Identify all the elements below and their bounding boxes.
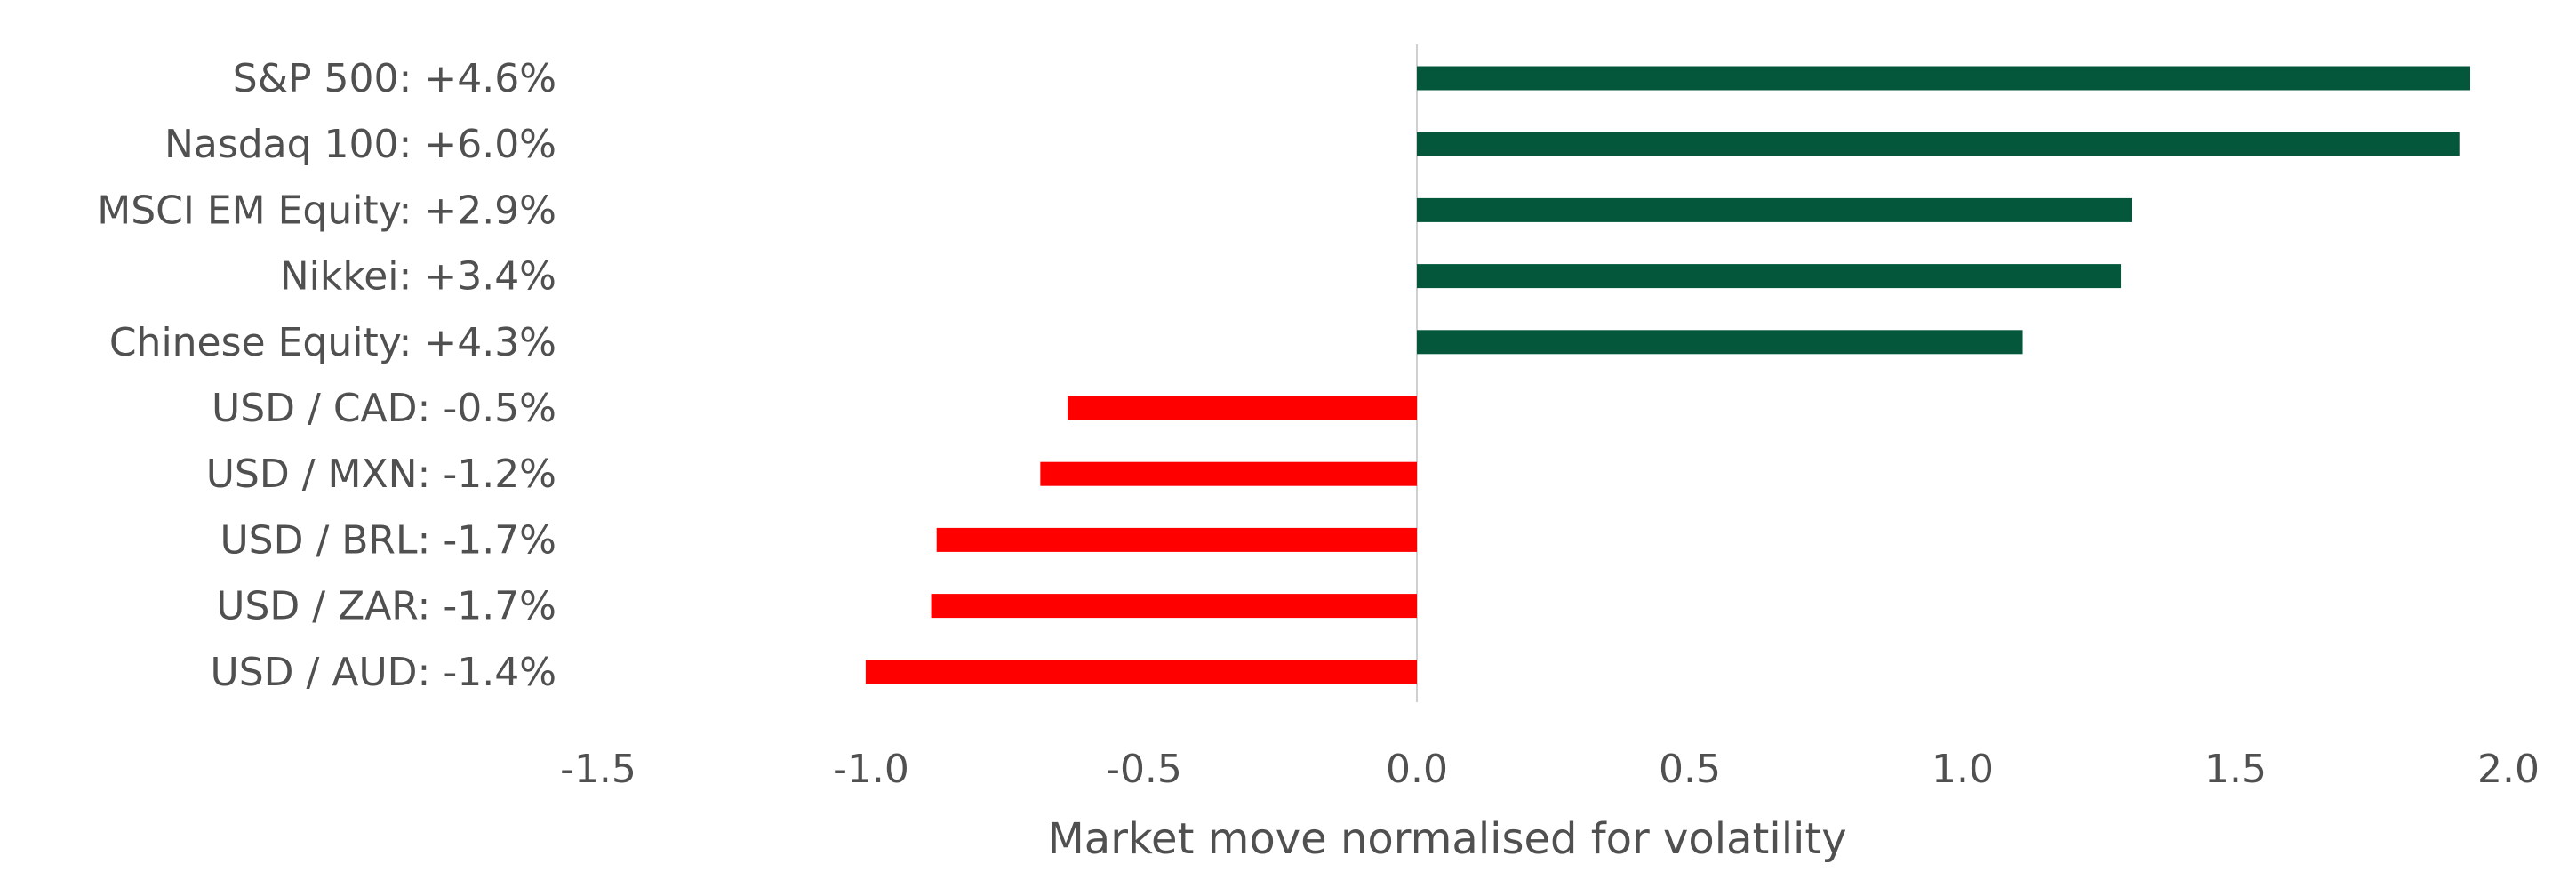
bar-4 — [1417, 330, 2023, 355]
bar-2 — [1417, 197, 2132, 222]
category-label: USD / MXN: -1.2% — [206, 452, 556, 497]
x-axis-title: Market move normalised for volatility — [1047, 814, 1846, 864]
category-label: USD / AUD: -1.4% — [211, 650, 556, 695]
bar-1 — [1417, 132, 2460, 156]
x-tick-label: 0.5 — [1659, 747, 1721, 792]
x-tick-label: 2.0 — [2477, 747, 2540, 792]
x-tick-label: 1.0 — [1932, 747, 1994, 792]
bar-7 — [936, 527, 1417, 552]
bar-8 — [931, 594, 1417, 619]
category-label: USD / CAD: -0.5% — [212, 386, 556, 431]
bar-5 — [1068, 396, 1417, 420]
bar-3 — [1417, 264, 2122, 289]
bar-9 — [865, 660, 1417, 684]
x-tick-label: 0.0 — [1386, 747, 1448, 792]
category-labels: S&P 500: +4.6% Nasdaq 100: +6.0% MSCI EM E… — [97, 56, 556, 695]
bar-0 — [1417, 66, 2471, 91]
category-label: Nikkei: +3.4% — [280, 254, 556, 300]
category-label: USD / BRL: -1.7% — [220, 517, 556, 563]
bars-layer — [865, 66, 2471, 684]
category-label: Chinese Equity: +4.3% — [109, 320, 556, 365]
x-axis-ticks: -1.5 -1.0 -0.5 0.0 0.5 1.0 1.5 2.0 — [560, 747, 2540, 792]
category-label: S&P 500: +4.6% — [233, 56, 556, 101]
category-label: MSCI EM Equity: +2.9% — [97, 188, 556, 233]
category-label: Nasdaq 100: +6.0% — [164, 122, 556, 167]
x-tick-label: -0.5 — [1106, 747, 1182, 792]
category-label: USD / ZAR: -1.7% — [216, 584, 556, 629]
bar-6 — [1040, 461, 1417, 486]
x-tick-label: -1.0 — [833, 747, 909, 792]
x-tick-label: 1.5 — [2204, 747, 2267, 792]
x-tick-label: -1.5 — [560, 747, 636, 792]
